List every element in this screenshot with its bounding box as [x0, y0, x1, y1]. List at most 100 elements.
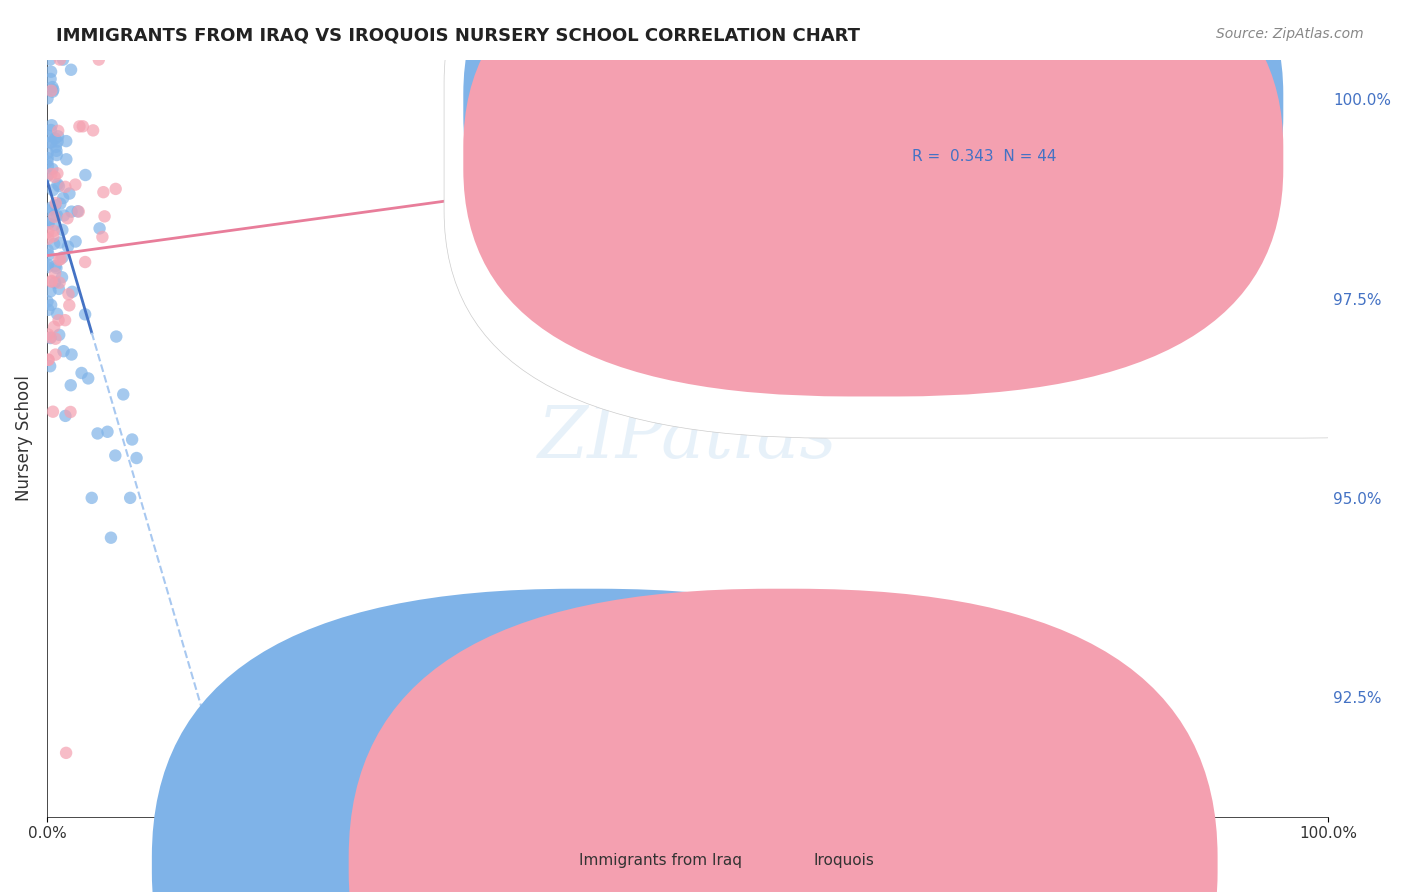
- Point: [65, 178, 87, 192]
- Point: [39, 201, 62, 215]
- Point: [45, 148, 67, 162]
- Point: [38, 248, 60, 262]
- Point: [105, 329, 128, 343]
- Text: R = -0.368  N = 84: R = -0.368 N = 84: [911, 96, 1057, 111]
- Point: [42, 405, 65, 419]
- Point: [51, 251, 73, 265]
- Point: [44, 210, 66, 224]
- Point: [93, 185, 115, 199]
- Point: [44, 332, 66, 346]
- Point: [104, 182, 127, 196]
- Point: [55, 134, 77, 148]
- Point: [37, 225, 59, 239]
- Point: [52, 209, 75, 223]
- Point: [39, 298, 62, 312]
- Point: [37, 169, 59, 183]
- Point: [48, 327, 70, 342]
- Point: [45, 196, 67, 211]
- Text: IMMIGRANTS FROM IRAQ VS IROQUOIS NURSERY SCHOOL CORRELATION CHART: IMMIGRANTS FROM IRAQ VS IROQUOIS NURSERY…: [56, 27, 860, 45]
- Point: [82, 123, 104, 137]
- Point: [70, 366, 93, 380]
- Point: [42, 229, 65, 244]
- Point: [93, 210, 115, 224]
- Point: [67, 120, 90, 134]
- Point: [37, 232, 59, 246]
- Point: [121, 433, 143, 447]
- Text: Source: ZipAtlas.com: Source: ZipAtlas.com: [1216, 27, 1364, 41]
- Point: [39, 359, 62, 374]
- Point: [37, 217, 59, 231]
- Point: [37, 260, 59, 274]
- Text: Iroquois: Iroquois: [813, 854, 875, 868]
- Point: [1240, 85, 1263, 99]
- Point: [37, 243, 59, 257]
- Point: [44, 218, 66, 232]
- Text: R =  0.343  N = 44: R = 0.343 N = 44: [911, 149, 1056, 164]
- Point: [37, 302, 59, 317]
- Point: [46, 166, 69, 180]
- Point: [37, 151, 59, 165]
- Point: [96, 425, 118, 439]
- Point: [44, 259, 66, 273]
- Point: [38, 203, 60, 218]
- FancyBboxPatch shape: [464, 0, 1284, 396]
- Point: [37, 258, 59, 272]
- Point: [44, 169, 66, 184]
- Point: [48, 179, 70, 194]
- Text: ZIPatlas: ZIPatlas: [537, 403, 838, 474]
- Point: [39, 84, 62, 98]
- FancyBboxPatch shape: [444, 0, 1406, 438]
- Point: [42, 183, 65, 197]
- Point: [44, 267, 66, 281]
- Point: [46, 124, 69, 138]
- Point: [55, 746, 77, 760]
- Point: [45, 140, 67, 154]
- Point: [48, 276, 70, 290]
- Point: [51, 270, 73, 285]
- Point: [89, 221, 111, 235]
- FancyBboxPatch shape: [464, 0, 1284, 343]
- Point: [39, 123, 62, 137]
- Text: Immigrants from Iraq: Immigrants from Iraq: [579, 854, 742, 868]
- Point: [37, 91, 59, 105]
- Point: [48, 252, 70, 267]
- Point: [37, 154, 59, 169]
- Point: [75, 168, 97, 182]
- Point: [37, 294, 59, 309]
- Point: [37, 352, 59, 367]
- Point: [45, 144, 67, 158]
- Point: [41, 275, 63, 289]
- Point: [41, 80, 63, 95]
- Point: [39, 72, 62, 87]
- Point: [58, 298, 80, 312]
- Point: [48, 313, 70, 327]
- Point: [59, 378, 82, 392]
- Point: [39, 64, 62, 78]
- Point: [80, 491, 103, 505]
- Point: [41, 85, 63, 99]
- Point: [41, 274, 63, 288]
- Point: [42, 83, 65, 97]
- Point: [42, 224, 65, 238]
- Point: [37, 327, 59, 342]
- Point: [87, 53, 110, 67]
- Point: [59, 405, 82, 419]
- Point: [52, 344, 75, 359]
- Point: [44, 131, 66, 145]
- Point: [86, 426, 108, 441]
- Point: [44, 319, 66, 334]
- Point: [42, 236, 65, 251]
- Point: [39, 330, 62, 344]
- Point: [75, 255, 97, 269]
- Point: [53, 179, 76, 194]
- Point: [45, 260, 67, 275]
- Point: [55, 409, 77, 423]
- Point: [49, 235, 72, 250]
- Point: [67, 204, 90, 219]
- Point: [60, 62, 83, 77]
- Point: [125, 450, 148, 465]
- Point: [55, 153, 77, 167]
- Point: [41, 161, 63, 176]
- Point: [41, 167, 63, 181]
- Point: [120, 491, 142, 505]
